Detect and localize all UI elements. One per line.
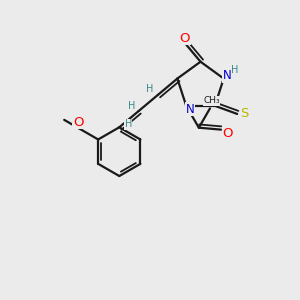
Text: CH₃: CH₃ [203, 97, 220, 106]
Text: N: N [223, 69, 232, 82]
Text: S: S [240, 107, 249, 120]
Text: O: O [73, 116, 83, 129]
Text: O: O [179, 32, 190, 45]
Text: H: H [146, 85, 153, 94]
Text: H: H [128, 101, 135, 111]
Text: H: H [124, 119, 132, 129]
Text: N: N [185, 103, 194, 116]
Text: O: O [222, 127, 233, 140]
Text: H: H [231, 64, 239, 75]
